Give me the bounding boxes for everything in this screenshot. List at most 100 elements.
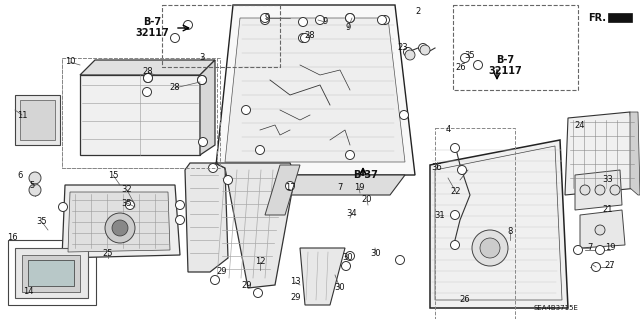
Polygon shape <box>575 170 622 210</box>
Circle shape <box>419 43 428 53</box>
Text: 14: 14 <box>23 287 33 296</box>
Circle shape <box>105 213 135 243</box>
Circle shape <box>175 216 184 225</box>
Text: B-7: B-7 <box>143 17 161 27</box>
Text: 9: 9 <box>323 18 328 26</box>
Circle shape <box>209 164 218 173</box>
Polygon shape <box>215 163 295 288</box>
Circle shape <box>198 76 207 85</box>
Text: SEA4B3715E: SEA4B3715E <box>534 305 579 311</box>
Circle shape <box>211 276 220 285</box>
Text: 11: 11 <box>17 110 28 120</box>
Circle shape <box>175 201 184 210</box>
Text: 9: 9 <box>346 24 351 33</box>
Text: 27: 27 <box>605 261 615 270</box>
Text: 19: 19 <box>605 243 615 253</box>
Circle shape <box>591 263 600 271</box>
Bar <box>435 128 515 319</box>
Circle shape <box>580 185 590 195</box>
Text: 15: 15 <box>108 170 118 180</box>
Text: 30: 30 <box>342 254 353 263</box>
Text: 17: 17 <box>285 183 295 192</box>
Circle shape <box>301 33 310 42</box>
Polygon shape <box>80 75 200 155</box>
Text: 9: 9 <box>264 13 269 23</box>
Circle shape <box>399 110 408 120</box>
Text: 7: 7 <box>337 182 342 191</box>
Polygon shape <box>630 112 640 195</box>
Circle shape <box>346 13 355 23</box>
Circle shape <box>29 184 41 196</box>
Polygon shape <box>22 255 80 292</box>
Polygon shape <box>185 163 228 272</box>
Text: 10: 10 <box>65 57 76 66</box>
Text: 26: 26 <box>456 63 467 72</box>
Circle shape <box>298 33 307 42</box>
Polygon shape <box>300 248 345 305</box>
Polygon shape <box>28 260 74 286</box>
Polygon shape <box>430 140 568 308</box>
Circle shape <box>346 251 355 261</box>
Polygon shape <box>80 60 215 75</box>
Circle shape <box>198 137 207 146</box>
Circle shape <box>346 151 355 160</box>
Text: 35: 35 <box>465 50 476 60</box>
Circle shape <box>143 87 152 97</box>
Circle shape <box>595 225 605 235</box>
Polygon shape <box>232 175 405 195</box>
Text: 28: 28 <box>305 31 316 40</box>
Circle shape <box>58 203 67 211</box>
Circle shape <box>480 238 500 258</box>
Circle shape <box>143 73 152 83</box>
Text: 3: 3 <box>199 53 205 62</box>
Text: 32117: 32117 <box>135 28 169 38</box>
Text: 35: 35 <box>122 198 132 207</box>
Text: 29: 29 <box>217 268 227 277</box>
Circle shape <box>378 16 387 25</box>
Circle shape <box>346 13 355 23</box>
Polygon shape <box>215 5 415 175</box>
Polygon shape <box>62 185 180 258</box>
Text: 22: 22 <box>451 188 461 197</box>
Circle shape <box>595 185 605 195</box>
Text: 26: 26 <box>460 295 470 305</box>
Circle shape <box>184 20 193 29</box>
Polygon shape <box>200 60 215 155</box>
Circle shape <box>451 211 460 219</box>
Circle shape <box>260 16 269 25</box>
Text: 30: 30 <box>371 249 381 257</box>
Circle shape <box>253 288 262 298</box>
Text: 4: 4 <box>445 125 451 135</box>
Text: 28: 28 <box>143 68 154 77</box>
Polygon shape <box>580 210 625 248</box>
Circle shape <box>461 54 470 63</box>
Text: 21: 21 <box>603 205 613 214</box>
Circle shape <box>595 246 605 255</box>
Text: 25: 25 <box>103 249 113 257</box>
Circle shape <box>112 220 128 236</box>
Circle shape <box>396 256 404 264</box>
Circle shape <box>342 262 351 271</box>
Text: 8: 8 <box>508 227 513 236</box>
Polygon shape <box>565 112 638 195</box>
Circle shape <box>403 48 413 56</box>
Bar <box>62 58 217 168</box>
Circle shape <box>381 16 390 25</box>
Circle shape <box>316 16 324 25</box>
Circle shape <box>223 175 232 184</box>
Circle shape <box>474 61 483 70</box>
Text: 31: 31 <box>435 211 445 219</box>
Text: 24: 24 <box>575 122 585 130</box>
Bar <box>8 240 96 305</box>
Text: 28: 28 <box>170 84 180 93</box>
Text: 34: 34 <box>347 209 357 218</box>
Polygon shape <box>15 95 60 145</box>
Circle shape <box>573 246 582 255</box>
Text: 32117: 32117 <box>488 66 522 76</box>
Circle shape <box>451 241 460 249</box>
Polygon shape <box>265 165 300 215</box>
Text: 29: 29 <box>291 293 301 302</box>
Bar <box>62 58 220 168</box>
Polygon shape <box>15 248 88 298</box>
Text: 36: 36 <box>431 164 442 173</box>
